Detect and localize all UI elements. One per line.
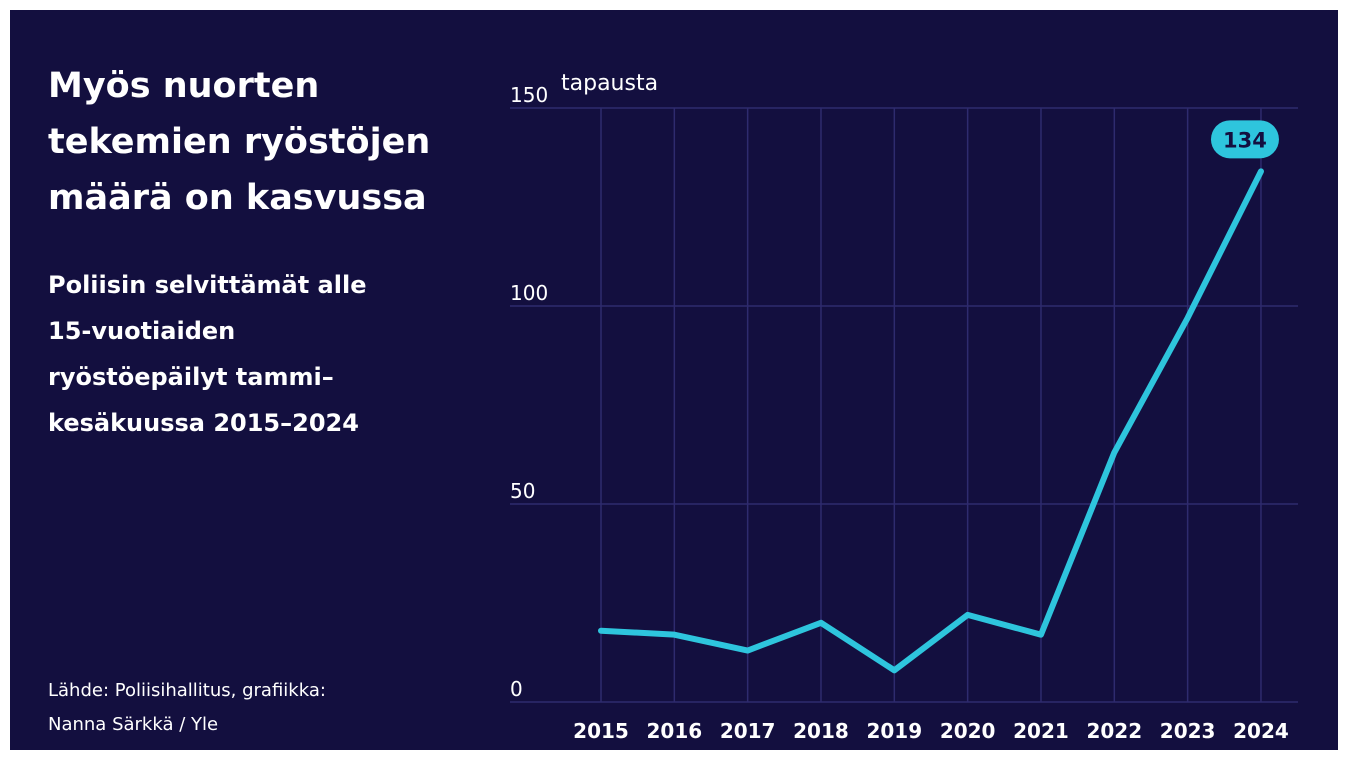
chart: tapausta 0 50 100 150 2015 2016 2017 2018 2019 20… [510,71,1298,743]
x-tick-label: 2020 [940,719,996,743]
value-label-badge [1210,120,1279,159]
y-tick-label: 100 [510,281,548,305]
x-tick-label: 2022 [1086,719,1142,743]
y-tick-label: 50 [510,479,535,503]
y-tick-label: 150 [510,83,548,107]
x-tick-label: 2019 [866,719,922,743]
y-axis-label: tapausta [561,71,658,96]
x-tick-label: 2018 [793,719,849,743]
value-label: 134 [1223,128,1267,152]
x-tick-label: 2021 [1013,719,1069,743]
chart-title: Myös nuorten tekemien ryöstöjen määrä on… [48,66,431,218]
line [598,168,1264,674]
chart-subtitle: Poliisin selvittämät alle 15-vuotiaiden … [48,271,367,437]
source: Lähde: Poliisihallitus, grafiikka: Nanna… [48,680,326,735]
y-tick-label: 0 [510,677,523,701]
x-tick-label: 2024 [1233,719,1289,743]
panel: Myös nuorten tekemien ryöstöjen määrä on… [10,10,1338,750]
x-tick-label: 2015 [573,719,629,743]
x-tick-label: 2017 [720,719,776,743]
x-tick-label: 2023 [1160,719,1216,743]
x-tick-label: 2016 [646,719,702,743]
